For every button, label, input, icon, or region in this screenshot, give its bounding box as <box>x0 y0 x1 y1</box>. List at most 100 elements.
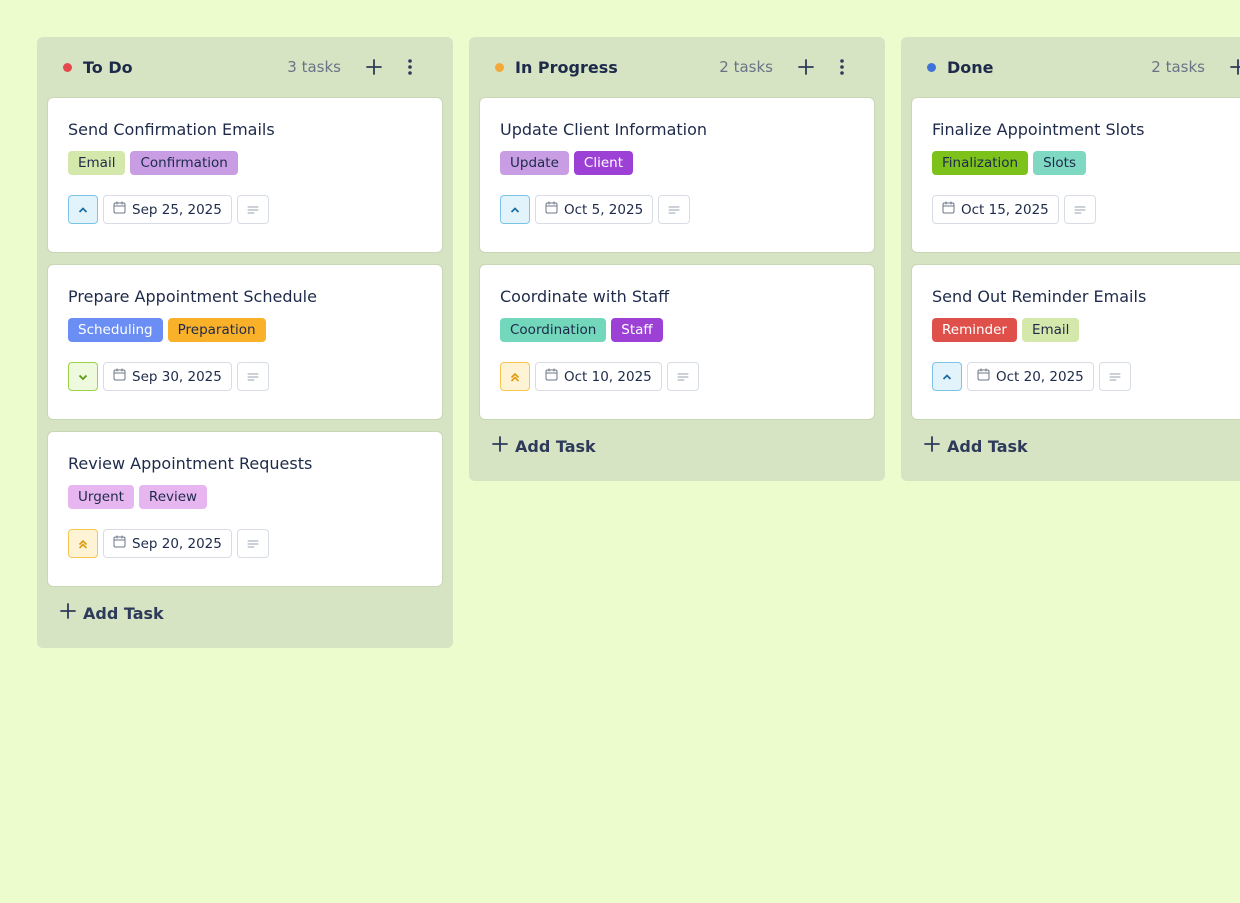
date-text: Sep 20, 2025 <box>132 535 222 552</box>
add-button[interactable] <box>797 58 815 76</box>
add-task[interactable]: Add Task <box>37 598 453 628</box>
menu-button[interactable] <box>833 58 851 76</box>
column-header: Done 2 tasks <box>901 37 1240 97</box>
menu-button[interactable] <box>401 58 419 76</box>
due-date[interactable]: Oct 5, 2025 <box>535 195 654 224</box>
notes-button[interactable] <box>236 195 269 224</box>
task-card[interactable]: Prepare Appointment Schedule Scheduling Pr… <box>47 264 443 420</box>
column-title: To Do <box>83 57 133 77</box>
tag: Coordination <box>500 318 607 342</box>
tag: Slots <box>1033 151 1086 175</box>
add-button[interactable] <box>365 58 383 76</box>
plus-icon <box>491 435 509 457</box>
calendar-icon <box>942 201 955 218</box>
card-footer: Oct 5, 2025 <box>500 195 854 224</box>
task-card[interactable]: Send Confirmation Emails Email Confirmatio… <box>47 97 443 253</box>
column: Done 2 tasks Finalize Appointment Slots Fin… <box>901 37 1240 481</box>
tag-row: Scheduling Preparation <box>68 318 422 342</box>
card-list: Finalize Appointment Slots Finalization Sl… <box>901 97 1240 420</box>
tag: Update <box>500 151 569 175</box>
tag-row: Email Confirmation <box>68 151 422 175</box>
tag: Finalization <box>932 151 1029 175</box>
date-text: Sep 25, 2025 <box>132 201 222 218</box>
notes-button[interactable] <box>236 362 269 391</box>
priority-icon[interactable] <box>500 362 530 391</box>
priority-icon[interactable] <box>68 362 98 391</box>
due-date[interactable]: Oct 10, 2025 <box>535 362 662 391</box>
card-list: Update Client Information Update Client Oct… <box>469 97 885 420</box>
task-title: Coordinate with Staff <box>500 287 670 306</box>
column-header: In Progress 2 tasks <box>469 37 885 97</box>
tag: Reminder <box>932 318 1017 342</box>
add-button[interactable] <box>1229 58 1240 76</box>
notes-button[interactable] <box>236 529 269 558</box>
tag: Staff <box>611 318 663 342</box>
task-title: Send Out Reminder Emails <box>932 287 1147 306</box>
column: In Progress 2 tasks Update Client Informat… <box>469 37 885 481</box>
task-title: Send Confirmation Emails <box>68 120 275 139</box>
tag: Review <box>138 485 208 509</box>
notes-button[interactable] <box>658 195 691 224</box>
task-card[interactable]: Finalize Appointment Slots Finalization Sl… <box>911 97 1240 253</box>
card-footer: Sep 20, 2025 <box>68 529 422 558</box>
column: To Do 3 tasks Send Confirmation Emails Emai… <box>37 37 453 648</box>
card-list: Send Confirmation Emails Email Confirmatio… <box>37 97 453 587</box>
card-footer: Oct 15, 2025 <box>932 195 1240 224</box>
tag-row: Urgent Review <box>68 485 422 509</box>
notes-button[interactable] <box>1063 195 1096 224</box>
task-title: Prepare Appointment Schedule <box>68 287 317 306</box>
date-text: Oct 5, 2025 <box>564 201 644 218</box>
task-count: 2 tasks <box>1151 58 1205 76</box>
task-card[interactable]: Coordinate with Staff Coordination Staff Oc… <box>479 264 875 420</box>
calendar-icon <box>545 368 558 385</box>
notes-button[interactable] <box>666 362 699 391</box>
add-task[interactable]: Add Task <box>469 431 885 461</box>
task-count: 2 tasks <box>719 58 773 76</box>
date-text: Oct 10, 2025 <box>564 368 652 385</box>
add-task-label: Add Task <box>947 436 1028 456</box>
due-date[interactable]: Oct 15, 2025 <box>932 195 1059 224</box>
priority-icon[interactable] <box>932 362 962 391</box>
notes-button[interactable] <box>1098 362 1131 391</box>
status-dot <box>927 62 936 72</box>
task-count: 3 tasks <box>287 58 341 76</box>
tag-row: Coordination Staff <box>500 318 854 342</box>
priority-icon[interactable] <box>68 195 98 224</box>
due-date[interactable]: Sep 20, 2025 <box>103 529 232 558</box>
tag: Client <box>573 151 633 175</box>
due-date[interactable]: Sep 25, 2025 <box>103 195 232 224</box>
calendar-icon <box>113 535 126 552</box>
priority-icon[interactable] <box>500 195 530 224</box>
card-footer: Oct 20, 2025 <box>932 362 1240 391</box>
date-text: Sep 30, 2025 <box>132 368 222 385</box>
tag: Scheduling <box>68 318 163 342</box>
status-dot <box>495 62 504 72</box>
column-title: In Progress <box>515 57 618 77</box>
task-title: Finalize Appointment Slots <box>932 120 1145 139</box>
tag: Urgent <box>68 485 134 509</box>
plus-icon <box>923 435 941 457</box>
tag-row: Reminder Email <box>932 318 1240 342</box>
tag: Email <box>68 151 126 175</box>
due-date[interactable]: Sep 30, 2025 <box>103 362 232 391</box>
column-title: Done <box>947 57 994 77</box>
tag-row: Finalization Slots <box>932 151 1240 175</box>
task-card[interactable]: Send Out Reminder Emails Reminder Email Oct… <box>911 264 1240 420</box>
priority-icon[interactable] <box>68 529 98 558</box>
card-footer: Oct 10, 2025 <box>500 362 854 391</box>
add-task-label: Add Task <box>83 603 164 623</box>
card-footer: Sep 25, 2025 <box>68 195 422 224</box>
calendar-icon <box>545 201 558 218</box>
task-card[interactable]: Review Appointment Requests Urgent Review S… <box>47 431 443 587</box>
calendar-icon <box>113 201 126 218</box>
tag-row: Update Client <box>500 151 854 175</box>
tag: Confirmation <box>130 151 238 175</box>
tag: Preparation <box>167 318 266 342</box>
due-date[interactable]: Oct 20, 2025 <box>967 362 1094 391</box>
calendar-icon <box>113 368 126 385</box>
task-card[interactable]: Update Client Information Update Client Oct… <box>479 97 875 253</box>
card-footer: Sep 30, 2025 <box>68 362 422 391</box>
column-header: To Do 3 tasks <box>37 37 453 97</box>
add-task[interactable]: Add Task <box>901 431 1240 461</box>
